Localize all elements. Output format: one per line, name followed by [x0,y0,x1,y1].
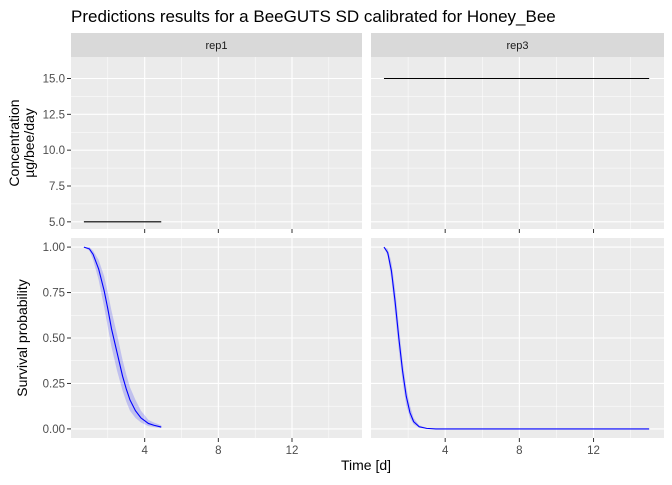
survival-line-rep3 [383,246,650,430]
y-tick-label: 12.5 [43,109,65,121]
y-tick-label: 0.50 [43,333,65,345]
y-axis-title-survival: Survival probability [14,279,30,397]
strip-label-rep3: rep3 [506,40,528,52]
x-tick-label: 8 [215,445,221,457]
panel-background [71,57,362,229]
y-tick-label: 0.00 [43,424,65,436]
plot-title: Predictions results for a BeeGUTS SD cal… [71,7,556,26]
panel-survival-rep1: 4 8 12 0.00 0.25 0.50 0.75 1.00 [43,238,362,457]
y-tick-label: 0.75 [43,288,65,300]
survival-ci-band-rep3 [383,247,650,429]
strip-label-rep1: rep1 [205,40,227,52]
y-axis-titles: Concentration µg/bee/day Survival probabil… [6,99,37,396]
strip-rep1 [71,33,362,57]
survival-ci-band-rep1 [83,247,162,428]
panel-background [371,57,664,229]
y-tick-label: 5.0 [49,217,65,229]
y-axis-title-concentration: Concentration [6,99,22,186]
panel-concentration-rep3: rep3 [371,33,664,233]
y-tick-label: 1.00 [43,242,65,254]
y-axis-title-concentration: µg/bee/day [21,108,37,178]
panel-concentration-rep1: rep1 5.0 7.5 10.0 12.5 15.0 [43,33,362,233]
x-tick-label: 12 [286,445,299,457]
panel-survival-rep3: 4 8 12 [371,238,664,457]
panels: rep1 5.0 7.5 10.0 12.5 15.0 rep3 4 8 12 0.00 0.25 0.… [43,33,664,457]
y-tick-label: 7.5 [49,181,65,193]
x-tick-label: 8 [516,445,522,457]
survival-line-rep1 [83,246,162,428]
y-tick-label: 10.0 [43,145,65,157]
x-tick-label: 4 [442,445,449,457]
strip-rep3 [371,33,664,57]
x-tick-label: 12 [587,445,600,457]
y-tick-label: 0.25 [43,378,65,390]
y-tick-label: 15.0 [43,74,65,86]
x-tick-label: 4 [141,445,148,457]
x-axis-title: Time [d] [341,457,391,473]
